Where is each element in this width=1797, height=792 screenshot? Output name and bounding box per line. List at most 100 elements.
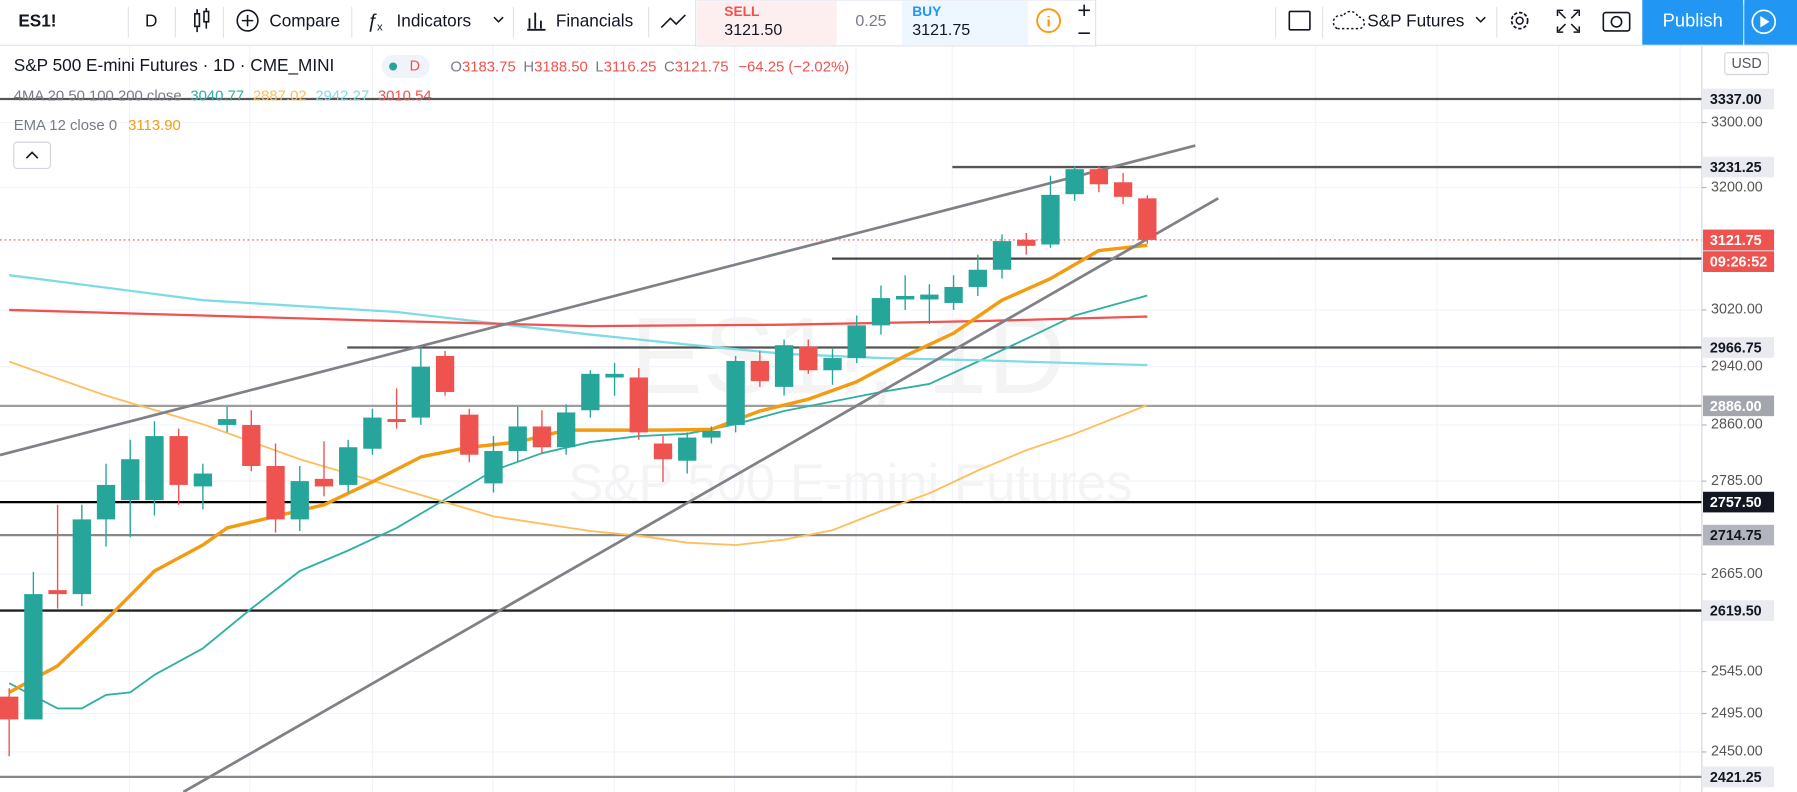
- moving-average: [9, 308, 1148, 328]
- sell-price[interactable]: 3121.50: [724, 21, 782, 39]
- y-tick-label: 2495.00: [1711, 705, 1763, 721]
- ohlc-key: O: [450, 60, 462, 76]
- fullscreen-icon[interactable]: [1556, 9, 1580, 33]
- ohlc-legend: O3183.75 H3188.50 L3116.25 C3121.75 −64.…: [450, 60, 849, 76]
- symbol[interactable]: ES1!: [18, 10, 56, 30]
- snapshot-icon[interactable]: [1602, 11, 1631, 32]
- info-icon[interactable]: [1036, 8, 1062, 34]
- candle-body: [605, 373, 624, 378]
- sell-label[interactable]: SELL: [724, 4, 759, 19]
- candle-body: [411, 366, 431, 418]
- currency-box[interactable]: [1724, 52, 1769, 76]
- ohlc-value: 3183.75: [462, 60, 516, 76]
- y-tick-label: 3020.00: [1711, 302, 1763, 318]
- layout-icon[interactable]: [1288, 10, 1311, 31]
- last-price-label: 3121.75: [1710, 233, 1762, 249]
- collapse-button[interactable]: [13, 141, 51, 170]
- ma-legend: 4MA 20 50 100 200 close 3040.77 2887.02 …: [14, 88, 432, 104]
- settings-icon[interactable]: [1515, 16, 1524, 25]
- price-label-box: [1703, 524, 1775, 546]
- financials-button[interactable]: Financials: [556, 10, 633, 30]
- ohlc-key: L: [595, 60, 603, 76]
- candle-body: [72, 519, 91, 595]
- buy-price[interactable]: 3121.75: [912, 21, 970, 39]
- candle-body: [992, 241, 1012, 270]
- publish-label[interactable]: Publish: [1663, 10, 1723, 31]
- price-label-box: [1703, 600, 1775, 621]
- snapshot-icon[interactable]: [1610, 15, 1623, 28]
- price-label: 2619.50: [1710, 604, 1762, 620]
- compare-icon[interactable]: [241, 14, 254, 27]
- alert-icon[interactable]: [660, 14, 686, 29]
- chart-type-icon[interactable]: [194, 8, 210, 33]
- chevron[interactable]: [1475, 16, 1486, 23]
- trend-line: [0, 144, 1196, 457]
- ma-value: 3040.77: [190, 88, 244, 104]
- compare-icon[interactable]: [236, 9, 259, 32]
- ohlc-value: 3116.25: [604, 60, 657, 76]
- candle-body: [314, 478, 334, 487]
- candle-body: [678, 437, 697, 461]
- settings-icon[interactable]: [1510, 11, 1529, 30]
- buy-label[interactable]: BUY: [912, 4, 941, 19]
- y-tick-label: 3200.00: [1711, 179, 1763, 195]
- candle-body: [968, 269, 987, 287]
- candle-body: [484, 450, 503, 484]
- candles: [0, 165, 1157, 757]
- ohlc-value: 3188.50: [534, 60, 588, 76]
- candle-body: [363, 417, 382, 449]
- price-label-box: [1703, 491, 1775, 513]
- candle-body: [145, 436, 164, 501]
- replay-icon[interactable]: [1751, 9, 1777, 35]
- price-label: 2421.25: [1710, 770, 1762, 786]
- change: −64.25 (−2.02%): [738, 60, 849, 76]
- chevron[interactable]: [493, 16, 504, 23]
- badge-label: D: [410, 58, 420, 74]
- price-label: 2714.75: [1710, 528, 1762, 544]
- candle-body: [169, 436, 188, 485]
- layout-name[interactable]: S&P Futures: [1367, 10, 1464, 30]
- financials-icon[interactable]: [527, 12, 546, 31]
- y-tick-label: 2450.00: [1711, 744, 1763, 760]
- candle-body: [1041, 194, 1060, 245]
- cloud-icon[interactable]: [1332, 10, 1366, 30]
- candle-body: [920, 294, 939, 300]
- replay-icon[interactable]: [1760, 16, 1770, 28]
- compare-button[interactable]: Compare: [269, 10, 340, 30]
- ema-label: EMA 12 close 0: [14, 118, 117, 134]
- y-tick-label: 2545.00: [1711, 663, 1763, 679]
- publish-button[interactable]: [1642, 0, 1744, 45]
- spread: 0.25: [855, 12, 886, 30]
- candle-body: [653, 443, 673, 460]
- toolbar: ES1! D Compare ƒ x Indicators Financials…: [0, 0, 1797, 47]
- candle-body: [193, 473, 213, 487]
- price-axis-labels: 3300.00 3200.00 3020.00 2940.00 2860.00 2785.…: [1701, 88, 1775, 788]
- collapse-icon[interactable]: [25, 151, 39, 159]
- qty-buttons[interactable]: [1078, 4, 1090, 35]
- ma-label: 4MA 20 50 100 200 close: [14, 88, 182, 104]
- price-label-box: [1703, 337, 1775, 358]
- candle-body: [750, 360, 770, 382]
- candle-body: [1065, 169, 1084, 195]
- horizontal-grid: [0, 121, 1702, 753]
- indicators-icon[interactable]: ƒ: [367, 10, 378, 32]
- candle-body: [556, 412, 576, 448]
- price-label: 2757.50: [1710, 495, 1762, 511]
- indicators-icon[interactable]: x: [377, 22, 383, 34]
- moving-average: [9, 274, 1148, 367]
- y-tick-label: 2940.00: [1711, 358, 1763, 374]
- candle-body: [121, 459, 140, 501]
- y-tick-label: 2860.00: [1711, 417, 1763, 433]
- interval[interactable]: D: [145, 10, 157, 30]
- indicators-button[interactable]: Indicators: [397, 10, 472, 30]
- ohlc-key: C: [664, 60, 675, 76]
- sell-button[interactable]: [696, 1, 837, 45]
- ma-value: 2887.02: [253, 88, 307, 104]
- currency[interactable]: USD: [1731, 56, 1761, 72]
- watermark-description: S&P 500 E-mini Futures: [568, 454, 1133, 513]
- buy-button[interactable]: [901, 1, 1029, 45]
- candle-body: [242, 424, 261, 466]
- price-label: 3337.00: [1710, 92, 1762, 108]
